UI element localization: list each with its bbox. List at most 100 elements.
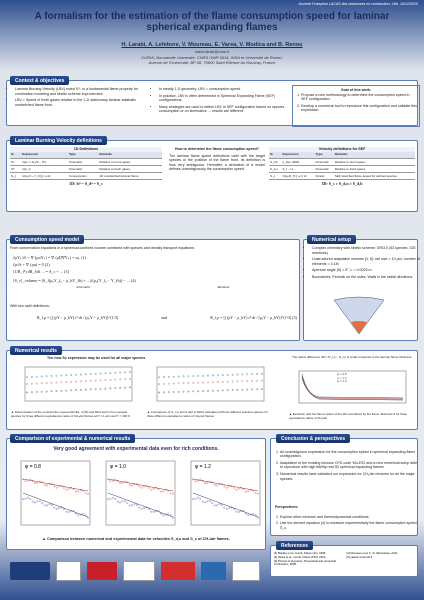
legend-item: φ = 1.0 [337,375,347,380]
marker [40,382,43,385]
marker [231,380,234,383]
logo [160,562,195,580]
marker [80,373,82,376]
marker [237,488,240,490]
middle-text: The laminar flame speed definitions vali… [169,153,265,172]
marker [39,500,41,502]
marker [218,503,221,506]
marker [236,373,239,376]
marker [158,391,160,394]
cell: S_c [269,172,282,181]
radii: R_f,ρ = [∫ (ρY − ρ_bY) r² dr / (ρᵤY − ρ_… [37,315,297,321]
marker [89,373,92,375]
marker [31,376,33,378]
marker [187,382,190,384]
marker [150,488,153,491]
marker [26,376,28,379]
header-cell: Sₗ [269,151,282,159]
marker [150,510,153,513]
curve [301,375,404,400]
context-col2: In steady 1-D geometry, LBV = consumptio… [153,87,294,116]
marker [140,486,143,489]
marker [223,485,226,488]
marker [36,500,39,503]
marker [172,516,174,519]
cell: S_f − Uᵤ [281,165,315,174]
marker [55,374,58,377]
table-caption: Velocity definitions for SEF [269,147,415,152]
radius-eq: R_f,ρ = [∫ (ρY − ρ_bY) r² dr / (ρᵤY − ρ_… [37,315,119,320]
marker [65,510,68,513]
list-item: In practice, LBV is often determined in … [159,94,294,103]
marker [221,374,224,376]
cell: Consumption [68,172,99,181]
comparison-box: Very good agreement with experimental da… [6,438,266,550]
cell: 1D unstretched laminar flame [98,172,162,181]
marker [119,501,121,504]
table: Sₗ Expression Type Remarks Sₗᵘ ṁ/ρᵤ = Sᵤ(Ψ̄ −… [10,151,162,181]
plot-area [156,366,265,402]
marker [75,373,77,376]
references-box: [1] Bradley et al. Comb. Flame (3o), 199… [270,545,418,577]
section-heading: Numerical results [10,346,62,355]
marker [261,372,263,375]
marker [31,391,33,394]
goal-title: Goal of this work: [340,88,372,92]
marker [221,504,223,506]
marker [212,374,214,377]
results-box: The new Sc expression may be used for al… [6,350,418,430]
list-item: In steady 1-D geometry, LBV = consumptio… [159,87,294,92]
results-subtitle: The new Sc expression may be used for al… [47,356,146,360]
marker [99,372,102,375]
persp-list: Explore other mixtures and thermodynamic… [273,515,420,533]
section-heading: Consumption speed model [10,235,85,244]
marker [256,373,258,375]
marker [114,478,117,481]
panel-label: φ = 0.8 [25,464,41,470]
header-row: Sₗ Expression Type Remarks [269,151,415,159]
table1: 1D Definitions Sₗ Expression Type Remarks Sₗᵘ… [10,147,162,187]
list-item: LBV = Speed of fresh gases relative to t… [15,98,155,107]
marker [172,391,175,393]
marker [246,373,249,376]
curve [22,492,89,518]
marker [84,492,87,495]
marker [104,379,107,381]
marker [36,482,39,484]
caption: ▲ Determination of the consumption speed… [11,410,131,418]
marker [162,514,165,517]
marker [119,371,122,374]
caption: ▲ Evolution with the flame radius of the… [289,412,408,420]
marker [192,498,194,501]
marker [167,391,170,394]
marker [138,506,141,509]
event: Journée Française LACAS des doctorants e… [298,2,418,6]
cell: S_c [10,172,22,181]
references-list: [1] Bradley et al. Comb. Flame (3o), 199… [274,551,416,567]
list-item: An unambiguous expression for the consum… [280,450,420,459]
marker [241,380,244,383]
marker [225,486,228,489]
marker [160,512,162,515]
cell: S_d,b [269,158,282,166]
marker [207,381,209,384]
marker [124,371,126,374]
section-heading: Numerical setup [307,235,356,244]
marker [245,512,247,515]
reference: [5] yales2.coria-cfd.fr [346,554,373,559]
marker [261,388,263,390]
marker [111,496,114,499]
marker [24,480,27,483]
caption: ▲ Comparison of S_c,ρ terms (left & RHS)… [147,410,268,418]
marker [131,484,133,487]
marker [51,504,53,506]
context-box: Laminar Burning Velocity (LBV) noted Sₗ⁰… [6,80,420,127]
marker [107,498,109,501]
marker [187,390,190,393]
marker [65,389,68,392]
marker [60,389,63,392]
cell: Kinematic [68,165,99,174]
marker [114,498,117,500]
marker [87,516,89,519]
marker [192,478,194,481]
